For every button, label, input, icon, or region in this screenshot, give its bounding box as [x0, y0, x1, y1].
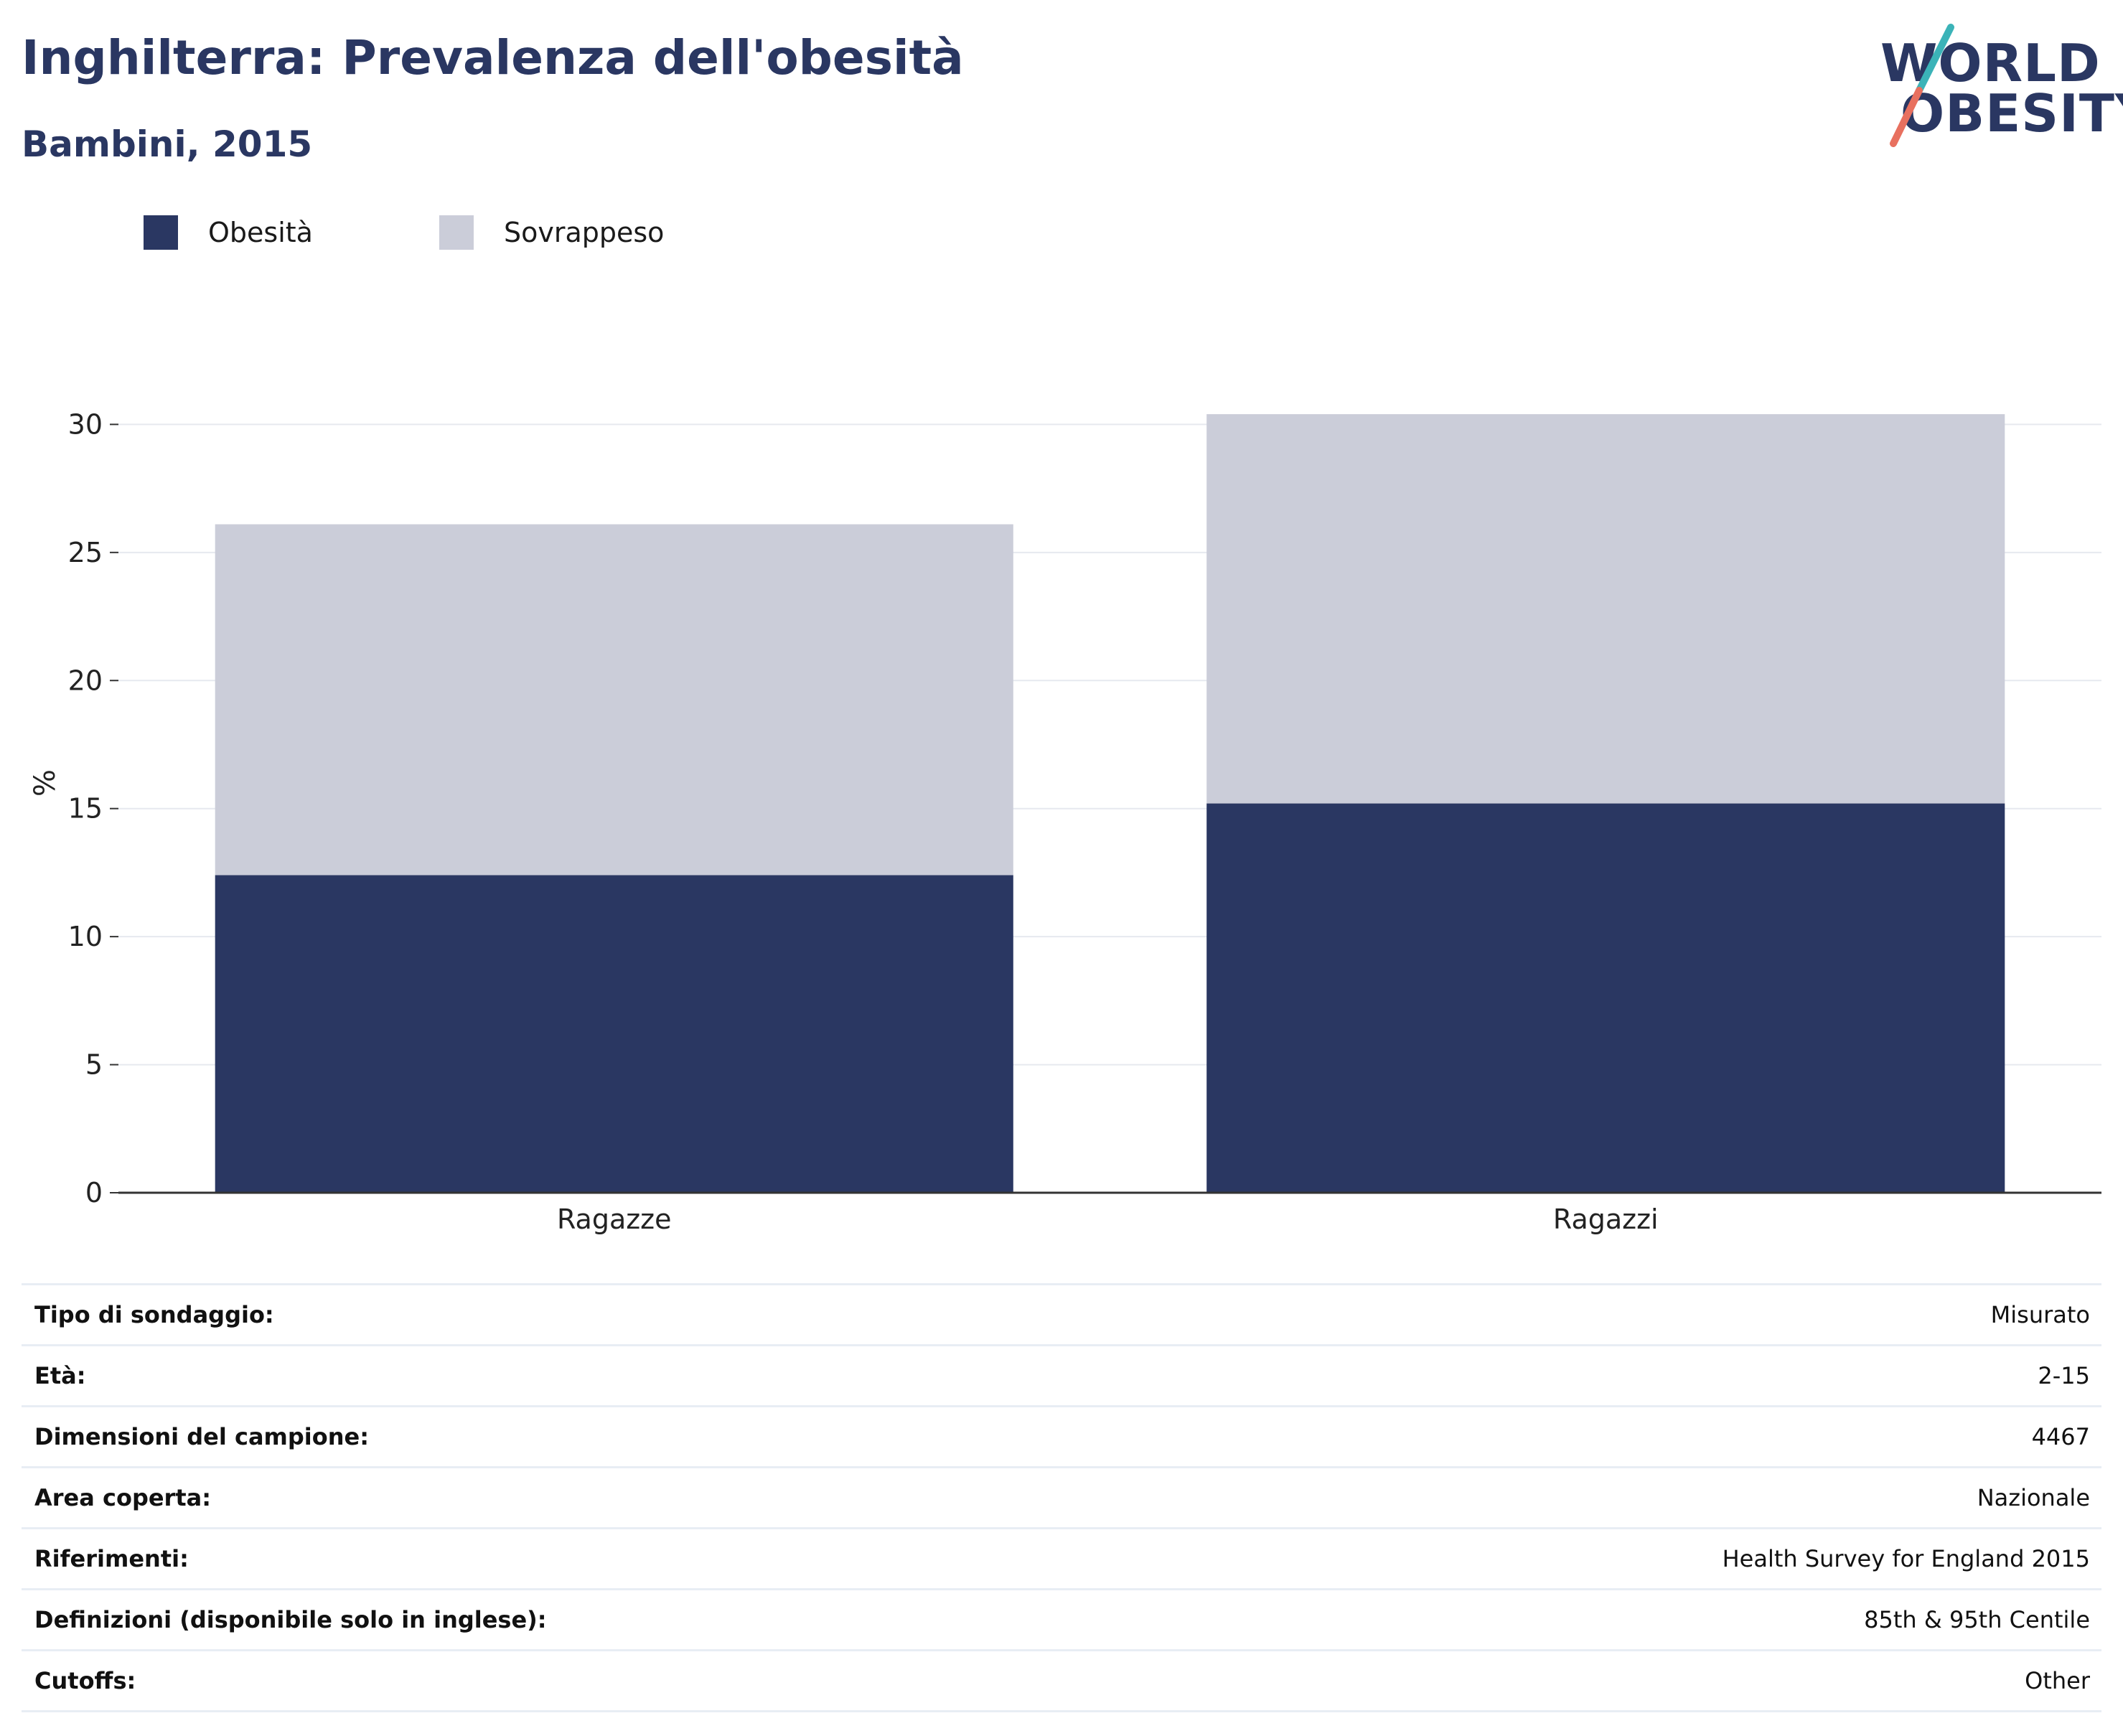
row-value: Nazionale [1977, 1484, 2090, 1511]
table-row: Tipo di sondaggio: Misurato [22, 1283, 2101, 1344]
chart-subtitle: Bambini, 2015 [22, 123, 313, 165]
y-tick-label: 5 [85, 1049, 103, 1081]
x-tick-label: Ragazze [557, 1204, 672, 1235]
row-label: Dimensioni del campione: [34, 1423, 370, 1450]
y-tick-label: 20 [68, 665, 103, 696]
logo-text-world: WORLD [1880, 33, 2101, 93]
y-tick-label: 10 [68, 921, 103, 952]
legend-label-obesita: Obesità [208, 217, 313, 248]
survey-info-table: Tipo di sondaggio: Misurato Età: 2-15 Dimens… [22, 1283, 2101, 1712]
row-value[interactable]: Health Survey for England 2015 [1722, 1545, 2090, 1572]
row-label: Area coperta: [34, 1484, 212, 1511]
bar-obesita [1206, 803, 2005, 1193]
table-row: Cutoffs: Other [22, 1649, 2101, 1712]
row-value: 2-15 [2038, 1362, 2090, 1389]
table-row: Definizioni (disponibile solo in inglese… [22, 1588, 2101, 1649]
table-row: Dimensioni del campione: 4467 [22, 1405, 2101, 1466]
legend-swatch-obesita [144, 215, 178, 250]
table-row: Area coperta: Nazionale [22, 1466, 2101, 1527]
bar-obesita [215, 875, 1013, 1193]
logo-text-obesity: OBESITY [1901, 83, 2123, 144]
row-label: Cutoffs: [34, 1667, 136, 1694]
y-tick-label: 15 [68, 793, 103, 825]
table-row: Riferimenti: Health Survey for England 20… [22, 1527, 2101, 1588]
row-label: Età: [34, 1362, 86, 1389]
row-value: 4467 [2031, 1423, 2090, 1450]
row-label: Tipo di sondaggio: [34, 1301, 274, 1328]
y-tick-label: 25 [68, 537, 103, 568]
logo-slash-icon [1890, 24, 1954, 147]
row-value[interactable]: 85th & 95th Centile [1864, 1606, 2090, 1633]
chart-title: Inghilterra: Prevalenza dell'obesità [22, 30, 964, 85]
y-tick-label: 30 [68, 408, 103, 440]
bar-chart: 0 5 10 15 20 25 30% Ragazze Ragazzi [29, 408, 2101, 1235]
y-tick-label: 0 [85, 1177, 103, 1209]
row-value: Other [2025, 1667, 2090, 1694]
bar-sovrappeso [1206, 414, 2005, 804]
table-row: Età: 2-15 [22, 1344, 2101, 1405]
row-label: Riferimenti: [34, 1545, 189, 1572]
legend-swatch-sovrappeso [439, 215, 474, 250]
x-tick-label: Ragazzi [1553, 1204, 1659, 1235]
bar-sovrappeso [215, 524, 1013, 876]
y-axis-label: % [29, 769, 62, 797]
legend-label-sovrappeso: Sovrappeso [504, 217, 665, 248]
row-value: Misurato [1990, 1301, 2090, 1328]
world-obesity-logo[interactable]: WORLD OBESITY [1866, 22, 2123, 151]
row-label: Definizioni (disponibile solo in inglese… [34, 1606, 547, 1633]
